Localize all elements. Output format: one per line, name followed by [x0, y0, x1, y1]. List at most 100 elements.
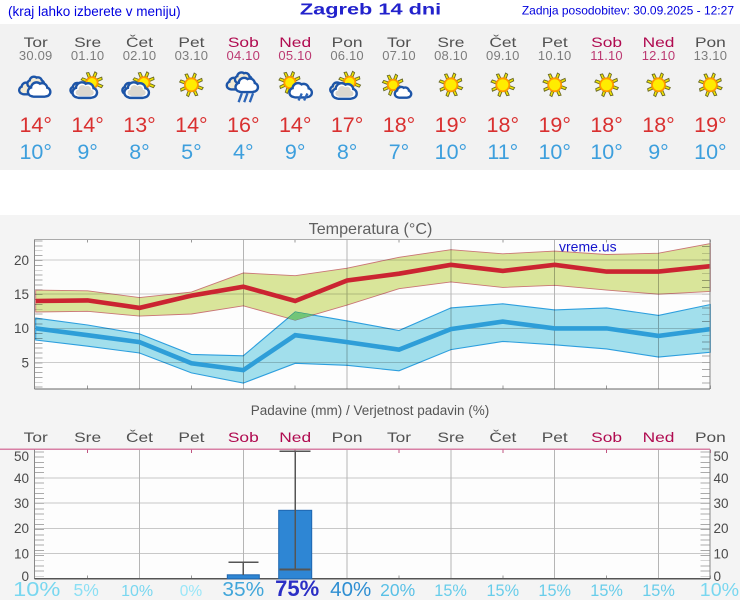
- svg-text:5: 5: [21, 355, 29, 370]
- svg-text:Tor: Tor: [387, 430, 411, 445]
- svg-text:0: 0: [21, 569, 29, 584]
- svg-text:Čet: Čet: [126, 34, 154, 51]
- svg-text:02.10: 02.10: [123, 48, 157, 63]
- svg-text:Sre: Sre: [74, 35, 101, 50]
- svg-text:40: 40: [714, 471, 729, 486]
- svg-text:Pet: Pet: [178, 35, 205, 50]
- svg-text:15: 15: [14, 287, 29, 302]
- svg-text:20: 20: [14, 521, 29, 536]
- svg-text:Sob: Sob: [228, 430, 259, 445]
- svg-text:18°: 18°: [590, 113, 623, 137]
- svg-text:15%: 15%: [642, 582, 675, 600]
- svg-text:10°: 10°: [538, 140, 571, 164]
- svg-text:Pet: Pet: [542, 35, 569, 50]
- svg-text:Sre: Sre: [437, 35, 464, 50]
- svg-text:40: 40: [14, 471, 29, 486]
- svg-text:14°: 14°: [71, 113, 104, 137]
- svg-text:Ned: Ned: [643, 430, 675, 445]
- svg-text:Sob: Sob: [591, 35, 622, 50]
- svg-text:Zadnja posodobitev: 30.09.2025: Zadnja posodobitev: 30.09.2025 - 12:27: [522, 4, 734, 18]
- svg-text:Ned: Ned: [279, 35, 311, 50]
- svg-text:30.09: 30.09: [19, 48, 53, 63]
- svg-text:(kraj lahko izberete v meniju): (kraj lahko izberete v meniju): [8, 4, 181, 19]
- svg-text:11.10: 11.10: [590, 48, 623, 63]
- svg-text:Tor: Tor: [387, 35, 411, 50]
- svg-text:Sre: Sre: [74, 430, 101, 445]
- svg-text:19°: 19°: [435, 113, 468, 137]
- svg-text:19°: 19°: [694, 113, 727, 137]
- svg-text:10°: 10°: [590, 140, 623, 164]
- svg-text:Sre: Sre: [437, 430, 464, 445]
- svg-text:Ned: Ned: [643, 35, 675, 50]
- svg-text:20: 20: [14, 253, 29, 268]
- svg-text:40%: 40%: [330, 578, 371, 600]
- svg-text:Tor: Tor: [24, 35, 48, 50]
- svg-text:Čet: Čet: [126, 429, 154, 446]
- svg-text:35%: 35%: [222, 578, 264, 600]
- svg-text:18°: 18°: [487, 113, 520, 137]
- svg-text:20: 20: [714, 521, 729, 536]
- svg-text:Čet: Čet: [489, 429, 517, 446]
- svg-text:Pon: Pon: [695, 35, 726, 50]
- svg-text:Pon: Pon: [332, 35, 363, 50]
- svg-text:30: 30: [714, 496, 729, 511]
- svg-text:10: 10: [14, 546, 29, 561]
- svg-text:9°: 9°: [648, 140, 669, 164]
- svg-text:30: 30: [14, 496, 29, 511]
- svg-text:Zagreb 14 dni: Zagreb 14 dni: [300, 1, 441, 19]
- svg-text:75%: 75%: [275, 576, 319, 600]
- svg-text:8°: 8°: [129, 140, 150, 164]
- svg-text:Tor: Tor: [24, 430, 48, 445]
- svg-text:15%: 15%: [538, 582, 571, 600]
- svg-text:08.10: 08.10: [434, 48, 468, 63]
- svg-text:17°: 17°: [331, 113, 364, 137]
- svg-text:18°: 18°: [642, 113, 675, 137]
- svg-text:15%: 15%: [434, 582, 467, 600]
- svg-text:8°: 8°: [337, 140, 358, 164]
- svg-text:10: 10: [714, 546, 729, 561]
- svg-text:9°: 9°: [285, 140, 306, 164]
- svg-text:50: 50: [14, 449, 29, 464]
- svg-text:15%: 15%: [487, 582, 520, 600]
- svg-text:01.10: 01.10: [71, 48, 105, 63]
- svg-text:05.10: 05.10: [278, 48, 312, 63]
- svg-text:Temperatura (°C): Temperatura (°C): [309, 221, 433, 238]
- svg-text:10°: 10°: [435, 140, 468, 164]
- svg-text:13.10: 13.10: [694, 48, 728, 63]
- svg-text:16°: 16°: [227, 113, 260, 137]
- svg-text:14°: 14°: [19, 113, 52, 137]
- svg-text:Sob: Sob: [228, 35, 259, 50]
- svg-text:Pon: Pon: [695, 430, 726, 445]
- svg-text:11°: 11°: [487, 140, 518, 164]
- svg-text:04.10: 04.10: [227, 48, 261, 63]
- svg-text:Padavine (mm) / Verjetnost pad: Padavine (mm) / Verjetnost padavin (%): [251, 403, 490, 418]
- svg-text:0: 0: [714, 569, 722, 584]
- svg-text:7°: 7°: [389, 140, 410, 164]
- svg-text:15%: 15%: [590, 582, 623, 600]
- svg-text:Pet: Pet: [542, 430, 569, 445]
- svg-text:19°: 19°: [538, 113, 571, 137]
- svg-text:03.10: 03.10: [175, 48, 209, 63]
- svg-text:Čet: Čet: [489, 34, 517, 51]
- svg-text:10%: 10%: [700, 580, 739, 600]
- svg-text:10: 10: [14, 321, 29, 336]
- svg-text:5°: 5°: [181, 140, 202, 164]
- svg-text:10%: 10%: [13, 578, 60, 600]
- svg-text:12.10: 12.10: [642, 48, 676, 63]
- svg-text:10%: 10%: [121, 583, 153, 600]
- svg-text:9°: 9°: [77, 140, 98, 164]
- svg-text:14°: 14°: [279, 113, 312, 137]
- svg-text:07.10: 07.10: [382, 48, 416, 63]
- svg-text:10°: 10°: [19, 140, 52, 164]
- svg-text:10.10: 10.10: [538, 48, 572, 63]
- svg-text:06.10: 06.10: [330, 48, 364, 63]
- svg-text:09.10: 09.10: [486, 48, 520, 63]
- svg-text:14°: 14°: [175, 113, 208, 137]
- svg-text:10°: 10°: [694, 140, 727, 164]
- svg-text:Pet: Pet: [178, 430, 205, 445]
- svg-text:4°: 4°: [233, 140, 254, 164]
- svg-text:5%: 5%: [74, 580, 99, 600]
- svg-text:20%: 20%: [380, 580, 415, 600]
- svg-text:50: 50: [714, 449, 729, 464]
- svg-text:vreme.us: vreme.us: [559, 239, 617, 255]
